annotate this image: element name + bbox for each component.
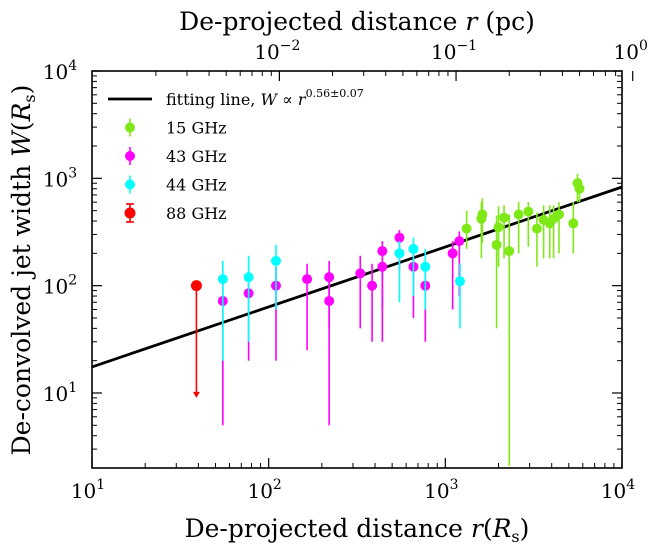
x-tick-label: 102: [247, 477, 281, 503]
point-44-ghz: [243, 272, 254, 283]
point-15-ghz: [461, 223, 472, 234]
point-15-ghz: [493, 222, 504, 233]
point-15-ghz: [568, 218, 579, 229]
y-tick-label: 104: [43, 58, 77, 84]
upper-limit-arrowhead-88-ghz: [192, 391, 200, 398]
point-44-ghz: [420, 261, 431, 272]
point-43-ghz: [324, 272, 335, 283]
legend-fit-label: fitting line, W ∝ r0.56±0.07: [166, 87, 364, 109]
top-tick-label: 10−1: [431, 38, 477, 64]
legend-marker-88-ghz: [124, 207, 136, 219]
point-43-ghz: [302, 274, 313, 285]
point-15-ghz: [499, 212, 510, 223]
point-43-ghz: [394, 232, 405, 243]
legend-label-15-ghz: 15 GHz: [166, 119, 227, 138]
legend-marker-15-ghz: [125, 122, 135, 133]
point-15-ghz: [554, 209, 565, 220]
top-tick-label: 10−2: [254, 38, 300, 64]
point-43-ghz: [454, 236, 465, 247]
point-44-ghz: [408, 243, 419, 254]
point-43-ghz: [367, 280, 378, 291]
top-tick-label: 100: [614, 38, 648, 64]
legend-marker-43-ghz: [125, 151, 135, 161]
point-44-ghz: [454, 276, 465, 287]
top-axis-title: De-projected distance r (pc): [179, 7, 535, 36]
legend-label-88-ghz: 88 GHz: [166, 204, 227, 223]
y-tick-label: 102: [43, 273, 77, 299]
point-15-ghz: [513, 209, 524, 220]
legend-label-44-ghz: 44 GHz: [166, 176, 227, 195]
point-44-ghz: [217, 274, 228, 285]
point-43-ghz: [355, 268, 366, 279]
point-44-ghz: [394, 248, 405, 259]
y-axis-title: De-convolved jet width W(Rs): [7, 85, 39, 456]
point-15-ghz: [477, 209, 488, 220]
point-15-ghz: [504, 246, 515, 257]
point-88-ghz: [190, 280, 202, 292]
x-tick-label: 104: [601, 477, 635, 503]
point-43-ghz: [377, 246, 388, 257]
point-44-ghz: [270, 255, 281, 266]
legend-marker-44-ghz: [125, 179, 135, 190]
legend-label-43-ghz: 43 GHz: [166, 147, 227, 166]
y-tick-label: 103: [43, 165, 77, 191]
plot-frame: [91, 70, 623, 469]
point-43-ghz: [447, 248, 458, 259]
point-15-ghz: [491, 239, 502, 250]
y-tick-label: 101: [43, 380, 77, 406]
point-15-ghz: [531, 223, 542, 234]
x-tick-label: 101: [71, 477, 105, 503]
x-tick-label: 103: [424, 477, 458, 503]
point-15-ghz: [574, 183, 585, 194]
point-15-ghz: [523, 206, 534, 217]
x-axis-title: De-projected distance r(Rs): [185, 514, 530, 546]
